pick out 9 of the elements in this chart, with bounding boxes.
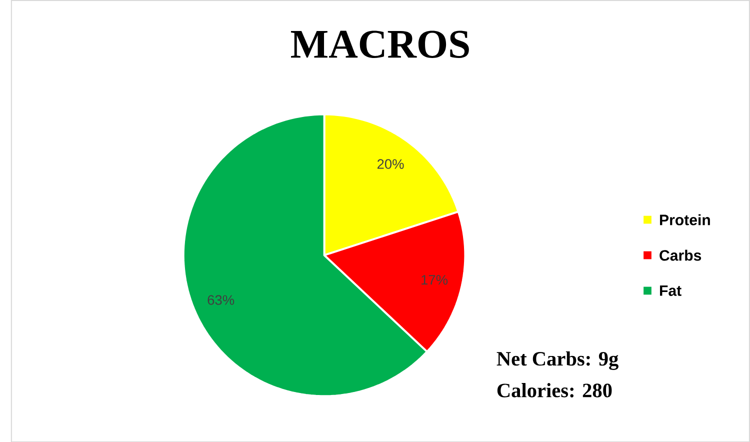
data-label: 17%	[422, 274, 448, 284]
text: Net Carbs: 9g	[496, 351, 618, 370]
legend-label: Protein	[660, 214, 710, 226]
data-label: 63%	[208, 294, 234, 305]
legend-label: Fat	[660, 285, 682, 296]
data-label: 20%	[377, 158, 404, 169]
chart-title: MACROS	[290, 30, 469, 58]
text: Calories: 280	[497, 382, 612, 398]
legend-label: Carbs	[660, 249, 702, 261]
